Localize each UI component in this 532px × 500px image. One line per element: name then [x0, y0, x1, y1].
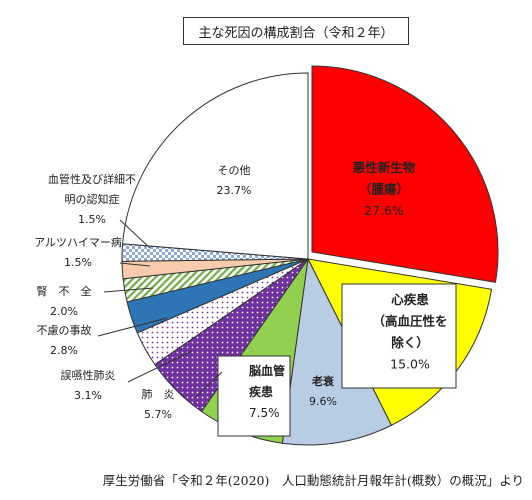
slice-value-9: 1.5% — [64, 256, 92, 269]
slice-label-9: アルツハイマー病 — [34, 235, 122, 249]
slice-label-6: 誤嚥性肺炎 — [61, 368, 116, 382]
chart-title: 主な死因の構成割合（令和２年） — [183, 17, 409, 45]
pie-slice-1 — [311, 65, 499, 283]
leader-line-10 — [119, 219, 151, 249]
slice-label-5: 肺 炎 — [142, 388, 175, 401]
slice-value-3: 9.6% — [309, 395, 337, 408]
slice-value-2: 15.0% — [390, 357, 430, 372]
slice-label-8: 腎 不 全 — [37, 284, 92, 298]
leader-line-6 — [127, 350, 193, 383]
slice-value-11: 23.7% — [217, 184, 252, 197]
slice-label-4: 脳血管 — [249, 363, 285, 378]
source-note: 厚生労働省「令和２年(2020) 人口動態統計月報年計(概数）の概況」より — [102, 473, 524, 488]
slice-value-7: 2.8% — [50, 344, 78, 357]
slice-value-1: 27.6% — [364, 203, 404, 218]
slice-label-11: その他 — [218, 164, 251, 177]
slice-value-4: 7.5% — [249, 406, 280, 420]
slice-value-6: 3.1% — [74, 389, 102, 402]
pie-slice-11 — [122, 72, 309, 260]
slice-label-2: （高血圧性を — [372, 314, 447, 329]
slice-value-8: 2.0% — [50, 305, 78, 318]
slice-label-box-4 — [217, 355, 291, 437]
slice-label-box-2 — [341, 283, 457, 389]
slice-value-10: 1.5% — [78, 213, 106, 226]
slice-label-2: 心疾患 — [391, 292, 429, 307]
leader-line-5 — [194, 371, 223, 399]
slice-label-3: 老衰 — [311, 374, 335, 388]
leader-line-9 — [119, 262, 151, 267]
pie-slice-3 — [281, 257, 393, 446]
leader-line-7 — [97, 317, 168, 337]
leader-line-8 — [103, 287, 154, 293]
slice-value-5: 5.7% — [144, 408, 172, 421]
slice-label-1: （腫瘍） — [359, 182, 409, 197]
slice-label-4: 疾患 — [249, 384, 273, 399]
slice-label-10: 血管性及び詳細不 — [48, 172, 136, 186]
slice-label-1: 悪性新生物 — [353, 160, 416, 175]
slice-label-10: 明の認知症 — [65, 192, 120, 206]
slice-label-2: 除く） — [391, 335, 429, 350]
slice-label-7: 不慮の事故 — [37, 323, 92, 337]
